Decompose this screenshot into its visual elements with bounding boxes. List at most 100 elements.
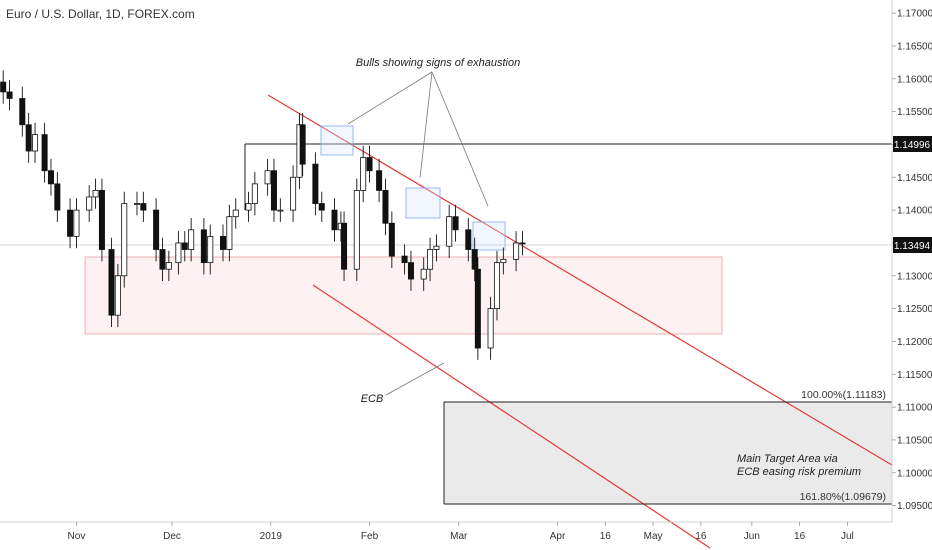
candle-body — [232, 209, 239, 218]
candle-body — [245, 203, 252, 211]
candle-body — [181, 242, 188, 250]
candle-body — [0, 81, 7, 93]
candle-body — [114, 275, 121, 316]
candle-body — [388, 222, 395, 257]
target-annotation-line2: ECB easing risk premium — [737, 466, 861, 478]
candle-body — [165, 262, 172, 270]
x-tick-label: Jul — [841, 531, 854, 542]
y-tick-label: 1.10500 — [897, 435, 932, 446]
candle-body — [226, 216, 233, 250]
candle-body — [376, 170, 383, 191]
candle-body — [341, 222, 348, 270]
candle-body — [6, 91, 13, 99]
resistance-price-badge: 1.14996 — [893, 136, 932, 152]
x-tick-label: Apr — [550, 531, 566, 542]
candle-body — [264, 170, 271, 185]
price-series — [0, 70, 526, 360]
highlight-box-2 — [405, 187, 441, 219]
candle-body — [452, 216, 459, 231]
x-tick-label: 16 — [794, 531, 806, 542]
ecb-arrow — [385, 362, 445, 396]
x-tick-label: 16 — [600, 531, 612, 542]
candle-body — [188, 229, 195, 250]
bulls-annotation: Bulls showing signs of exhaustion — [356, 57, 520, 69]
candle-body — [360, 157, 367, 191]
candle-body — [121, 203, 128, 277]
candle-body — [47, 170, 54, 185]
y-tick-label: 1.10000 — [897, 468, 932, 479]
y-tick-label: 1.17000 — [897, 9, 932, 20]
candle-body — [159, 249, 166, 270]
candle-body — [19, 98, 26, 126]
support-zone — [84, 256, 723, 335]
x-tick-label: Dec — [163, 531, 181, 542]
candle-body — [353, 190, 360, 270]
candle-body — [41, 134, 48, 172]
x-tick-label: 2019 — [260, 531, 283, 542]
candle-body — [251, 183, 258, 204]
candle-body — [67, 209, 74, 237]
fib-100-label: 100.00%(1.11183) — [801, 389, 886, 401]
y-tick-label: 1.15500 — [897, 107, 932, 118]
candle-body — [153, 209, 160, 250]
candle-body — [108, 249, 115, 316]
candle-body — [446, 216, 453, 247]
candle-body — [98, 190, 105, 250]
fib-161-label: 161.80%(1.09679) — [800, 491, 886, 503]
chart-title: Euro / U.S. Dollar, 1D, FOREX.com — [6, 7, 195, 21]
candle-body — [500, 258, 507, 264]
candle-body — [401, 255, 408, 264]
y-tick-label: 1.16500 — [897, 41, 932, 52]
x-tick-label: Feb — [361, 531, 379, 542]
channel-upper-line — [267, 94, 893, 466]
price-axis: 1.170001.165001.160001.155001.150001.145… — [892, 9, 932, 512]
y-tick-label: 1.11000 — [897, 403, 932, 414]
target-area — [444, 402, 892, 504]
bulls-arrow-1 — [347, 71, 433, 125]
candle-body — [32, 134, 39, 152]
candle-body — [86, 196, 93, 211]
candle-body — [92, 190, 99, 198]
candle-body — [219, 235, 226, 250]
candle-body — [513, 242, 520, 260]
candle-body — [433, 245, 440, 250]
candle-body — [299, 124, 306, 165]
bulls-arrow-3 — [431, 71, 489, 207]
candle-body — [54, 183, 61, 211]
candle-body — [407, 262, 414, 280]
x-tick-label: Jun — [744, 531, 760, 542]
candle-body — [318, 203, 325, 211]
candle-body — [207, 235, 214, 264]
target-annotation-line1: Main Target Area via — [737, 453, 838, 465]
candle-body — [331, 209, 338, 231]
candle-body — [277, 209, 284, 212]
current-price-badge: 1.13494 — [893, 237, 932, 253]
highlight-box-1 — [320, 125, 354, 156]
x-tick-label: 16 — [695, 531, 707, 542]
y-tick-label: 1.12500 — [897, 304, 932, 315]
x-tick-label: May — [644, 531, 663, 542]
x-tick-label: Mar — [450, 531, 468, 542]
y-tick-label: 1.14500 — [897, 173, 932, 184]
highlight-box-3 — [472, 221, 506, 251]
y-tick-label: 1.11500 — [897, 370, 932, 381]
x-tick-label: Nov — [68, 531, 86, 542]
candle-body — [519, 242, 526, 245]
current-price-label: 1.13494 — [894, 241, 931, 252]
candle-body — [270, 170, 277, 211]
candle-body — [465, 229, 472, 250]
candle-body — [290, 176, 297, 211]
bulls-arrow-2 — [419, 71, 433, 179]
candle-body — [493, 262, 500, 310]
y-tick-label: 1.12000 — [897, 337, 932, 348]
candle-body — [366, 157, 373, 172]
ecb-annotation: ECB — [361, 393, 384, 405]
y-tick-label: 1.09500 — [897, 501, 932, 512]
candle-body — [25, 124, 32, 152]
candle-body — [427, 249, 434, 270]
candle-body — [312, 163, 319, 204]
candle-body — [133, 203, 140, 205]
candle-body — [420, 268, 427, 280]
candle-body — [200, 229, 207, 264]
